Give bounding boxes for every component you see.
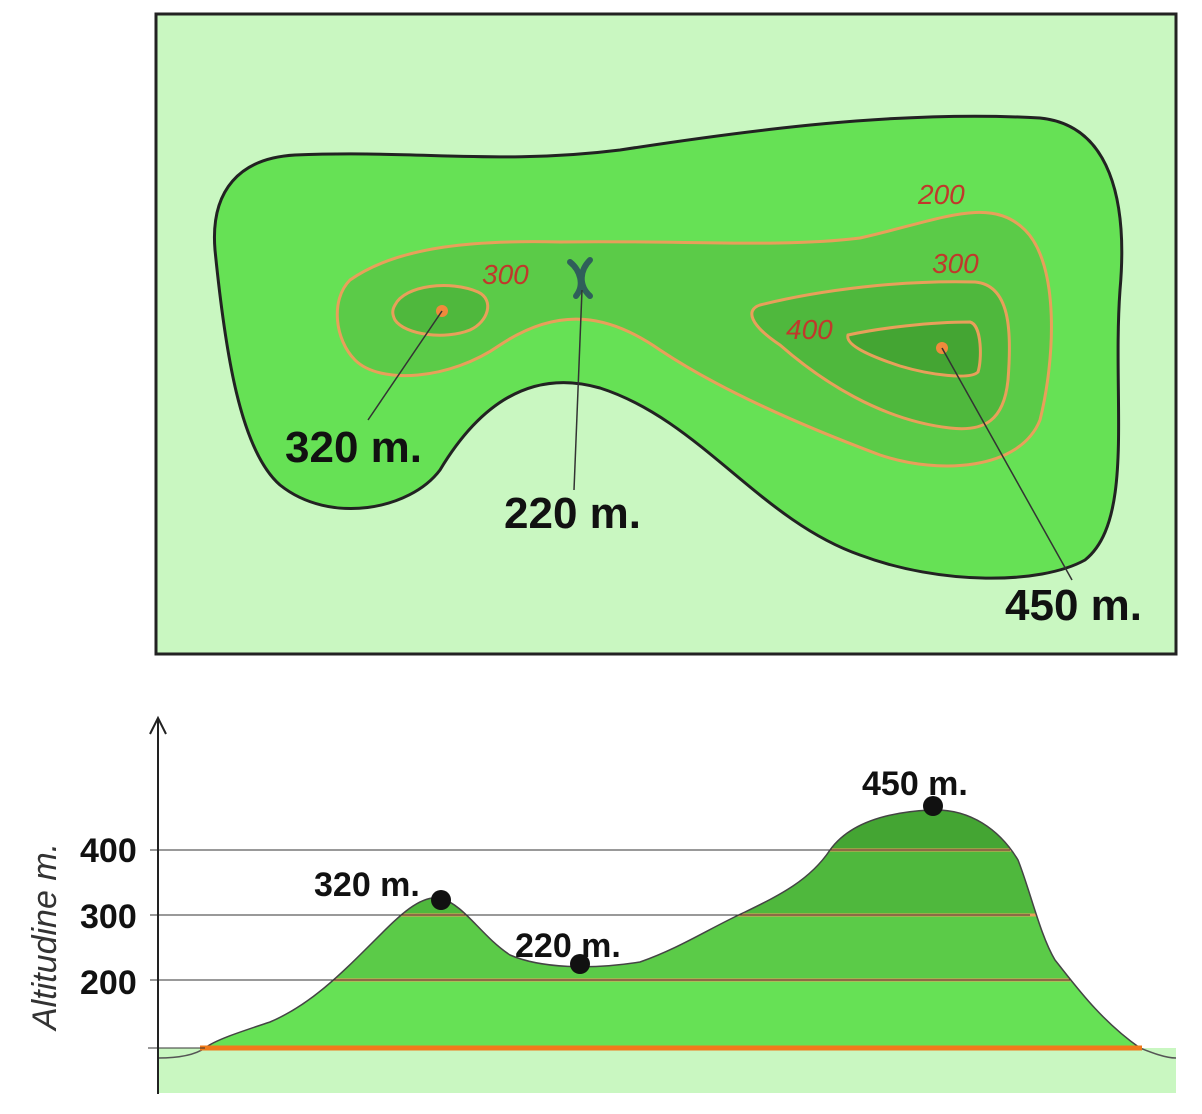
contour-label-300-left: 300	[482, 259, 529, 290]
contour-label-200: 200	[917, 179, 965, 210]
elevation-label-left-peak: 320 m.	[285, 423, 422, 472]
tick-label-400: 400	[80, 832, 137, 870]
pass-cross-icon	[567, 257, 593, 299]
contour-400	[846, 320, 982, 378]
profile-point-right-peak	[923, 796, 943, 816]
leader-line-left	[367, 310, 443, 421]
tick-label-300: 300	[80, 898, 137, 936]
tick-label-200: 200	[80, 964, 137, 1002]
profile-point-left-peak	[431, 890, 451, 910]
profile-ground-background	[158, 1048, 1176, 1093]
profile-mountain-outline	[204, 809, 1141, 1049]
y-axis-title: Altitudine m.	[26, 843, 64, 1032]
elevation-profile: 400 300 200 Altitudine m. 320 m. 220 m. …	[26, 715, 1177, 1094]
contour-label-400: 400	[786, 314, 833, 345]
elevation-label-right-peak: 450 m.	[1005, 581, 1142, 630]
y-axis-arrow	[149, 715, 167, 735]
elevation-label-pass: 220 m.	[504, 489, 641, 538]
profile-label-left-peak: 320 m.	[314, 866, 420, 904]
contour-map: 200 300 300 400 320 m. 220 m. 450 m.	[154, 12, 1178, 656]
contour-label-300-right: 300	[932, 248, 979, 279]
profile-label-pass: 220 m.	[515, 927, 621, 965]
profile-point-pass	[570, 954, 590, 974]
profile-label-right-peak: 450 m.	[862, 765, 968, 803]
leader-line-right	[941, 347, 1073, 581]
leader-line-pass	[573, 289, 583, 491]
